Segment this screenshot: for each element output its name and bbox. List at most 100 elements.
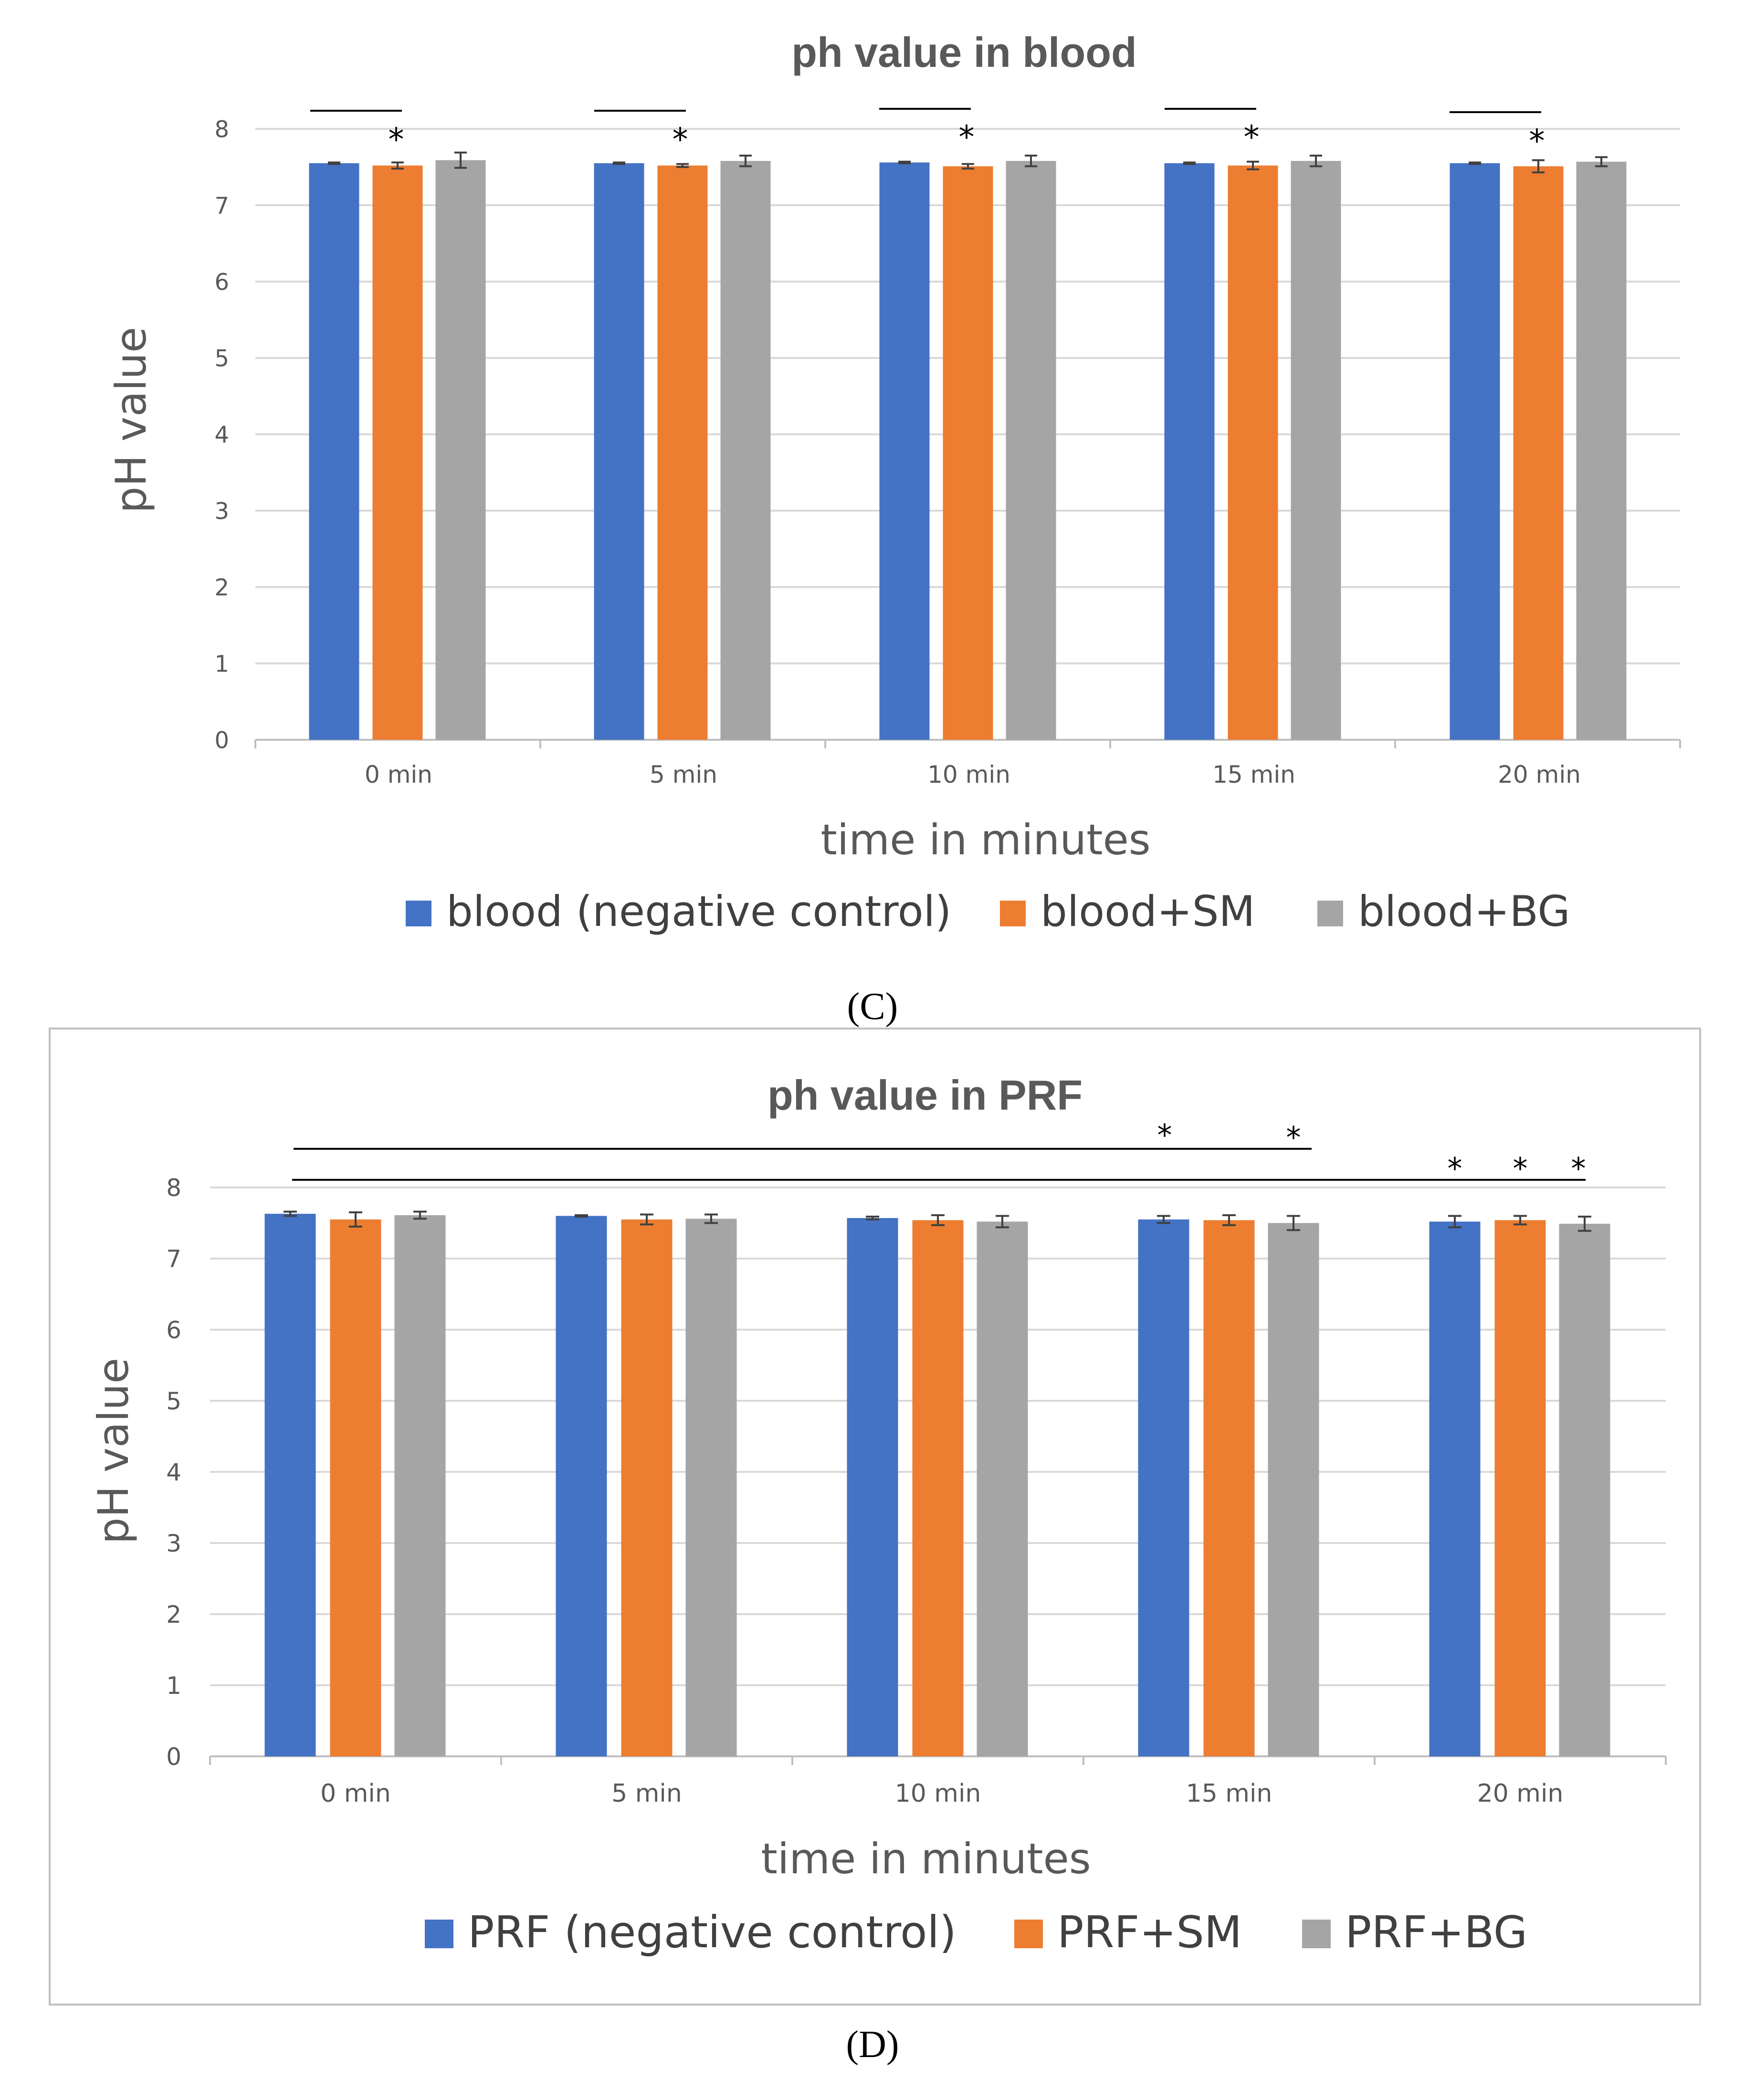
x-tick-labels: 0 min 5 min 10 min 15 min 20 min xyxy=(320,1779,1563,1808)
x-tick-label: 15 min xyxy=(1186,1779,1272,1808)
error-bar xyxy=(1222,1214,1236,1226)
bar xyxy=(847,1218,898,1756)
chart-frame xyxy=(49,1028,1701,2006)
y-tick-label: 4 xyxy=(214,421,229,448)
significance-star: * xyxy=(1286,1120,1301,1155)
error-bar xyxy=(962,163,974,170)
bars xyxy=(264,1214,1610,1756)
chart-title: ph value in PRF xyxy=(767,1071,1083,1119)
bar xyxy=(1291,161,1341,740)
bar xyxy=(1203,1220,1255,1756)
y-tick-label: 1 xyxy=(214,651,229,677)
bar xyxy=(657,165,708,740)
x-tick-label: 5 min xyxy=(650,761,717,788)
error-bar xyxy=(1595,156,1608,168)
x-tick-label: 20 min xyxy=(1498,761,1581,788)
y-tick-label: 7 xyxy=(166,1245,181,1273)
chart-prf: ph value in PRF 0 1 2 3 4 5 6 7 8 0 min 5 min 10 m… xyxy=(89,1071,1667,1958)
significance-star: * xyxy=(389,121,404,158)
y-tick-labels: 0 1 2 3 4 5 6 7 8 xyxy=(166,1174,181,1771)
y-tick-label: 3 xyxy=(214,498,229,525)
panel-label-c: (C) xyxy=(847,986,898,1028)
y-tick-label: 5 xyxy=(166,1387,181,1415)
bar xyxy=(1576,161,1627,740)
error-bar xyxy=(328,161,340,165)
legend-swatch-2 xyxy=(1000,901,1026,926)
error-bar xyxy=(1287,1215,1300,1231)
legend-swatch-3 xyxy=(1302,1920,1331,1948)
bar xyxy=(330,1219,381,1756)
x-tick-label: 0 min xyxy=(365,761,432,788)
legend-label-2: PRF+SM xyxy=(1057,1907,1242,1958)
y-tick-label: 0 xyxy=(214,727,229,754)
significance-marks: * * * * * xyxy=(310,108,1545,159)
bar xyxy=(1513,166,1564,740)
bar xyxy=(435,160,486,740)
bar xyxy=(912,1220,964,1756)
error-bar xyxy=(866,1216,879,1221)
legend: blood (negative control) blood+SM blood+… xyxy=(406,887,1570,936)
error-bar xyxy=(1183,161,1196,165)
bar xyxy=(685,1218,737,1756)
bar xyxy=(879,162,930,740)
significance-star: * xyxy=(1513,1151,1528,1186)
significance-star: * xyxy=(1571,1151,1586,1186)
panel-label-d: (D) xyxy=(846,2024,899,2066)
bar xyxy=(621,1219,673,1756)
x-tick-label: 15 min xyxy=(1212,761,1295,788)
error-bar xyxy=(1247,160,1259,170)
significance-star: * xyxy=(1448,1151,1462,1186)
y-tick-labels: 0 1 2 3 4 5 6 7 8 xyxy=(214,116,229,754)
bar xyxy=(556,1216,607,1756)
legend-label-1: PRF (negative control) xyxy=(468,1907,957,1958)
y-tick-label: 0 xyxy=(166,1743,181,1771)
significance-star: * xyxy=(673,121,688,158)
error-bar xyxy=(1469,161,1481,165)
significance-star: * xyxy=(1157,1118,1172,1153)
error-bar xyxy=(575,1214,588,1218)
y-tick-label: 8 xyxy=(166,1174,181,1202)
bar xyxy=(372,165,423,740)
y-tick-label: 3 xyxy=(166,1530,181,1557)
error-bar xyxy=(1025,155,1037,168)
y-tick-label: 1 xyxy=(166,1672,181,1700)
x-axis-title: time in minutes xyxy=(820,815,1150,864)
legend-swatch-1 xyxy=(406,901,431,926)
bars xyxy=(309,160,1627,740)
error-bar xyxy=(454,151,467,169)
error-bar xyxy=(413,1210,427,1220)
legend: PRF (negative control) PRF+SM PRF+BG xyxy=(425,1907,1527,1958)
error-bars xyxy=(328,151,1608,174)
significance-marks: * * * * * xyxy=(292,1118,1586,1186)
bar xyxy=(1494,1220,1546,1756)
error-bar xyxy=(391,161,404,170)
error-bar xyxy=(349,1211,362,1228)
chart-blood: ph value in blood 0 1 2 3 4 5 6 7 8 0 min 5 min 10… xyxy=(106,29,1681,936)
y-axis-title: pH value xyxy=(89,1358,138,1544)
bar xyxy=(1268,1223,1319,1756)
bar xyxy=(943,166,993,740)
x-tick-label: 20 min xyxy=(1477,1779,1564,1808)
error-bar xyxy=(1310,155,1322,168)
error-bar xyxy=(996,1215,1009,1228)
legend-swatch-1 xyxy=(425,1920,453,1948)
y-tick-label: 6 xyxy=(214,269,229,295)
error-bar xyxy=(1448,1215,1461,1228)
legend-label-3: blood+BG xyxy=(1358,887,1570,936)
legend-label-3: PRF+BG xyxy=(1345,1907,1527,1958)
bar xyxy=(1138,1219,1189,1756)
error-bar xyxy=(704,1213,718,1224)
y-tick-label: 8 xyxy=(214,116,229,143)
bar xyxy=(1450,163,1500,740)
bar xyxy=(594,163,644,740)
error-bar xyxy=(1578,1216,1591,1232)
legend-swatch-3 xyxy=(1317,901,1343,926)
bar xyxy=(1006,161,1056,740)
error-bar xyxy=(640,1213,653,1226)
y-tick-label: 2 xyxy=(166,1601,181,1628)
legend-label-1: blood (negative control) xyxy=(446,887,951,936)
x-tick-label: 10 min xyxy=(927,761,1010,788)
error-bar xyxy=(1157,1215,1170,1224)
bar xyxy=(1164,163,1215,740)
